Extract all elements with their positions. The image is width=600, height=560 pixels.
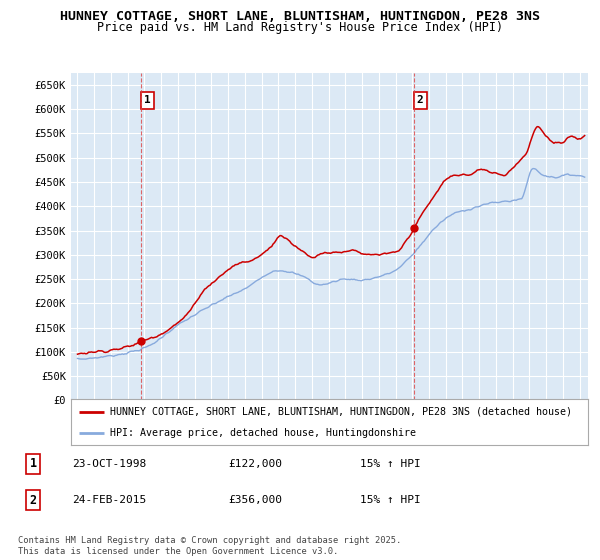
Text: 2: 2: [417, 95, 424, 105]
Text: HUNNEY COTTAGE, SHORT LANE, BLUNTISHAM, HUNTINGDON, PE28 3NS: HUNNEY COTTAGE, SHORT LANE, BLUNTISHAM, …: [60, 10, 540, 22]
Text: 24-FEB-2015: 24-FEB-2015: [72, 495, 146, 505]
Text: Price paid vs. HM Land Registry's House Price Index (HPI): Price paid vs. HM Land Registry's House …: [97, 21, 503, 34]
Text: 2: 2: [29, 493, 37, 507]
Text: 15% ↑ HPI: 15% ↑ HPI: [360, 495, 421, 505]
Text: 1: 1: [29, 457, 37, 470]
Text: Contains HM Land Registry data © Crown copyright and database right 2025.
This d: Contains HM Land Registry data © Crown c…: [18, 536, 401, 556]
Text: 15% ↑ HPI: 15% ↑ HPI: [360, 459, 421, 469]
Text: 23-OCT-1998: 23-OCT-1998: [72, 459, 146, 469]
Text: £356,000: £356,000: [228, 495, 282, 505]
Text: HUNNEY COTTAGE, SHORT LANE, BLUNTISHAM, HUNTINGDON, PE28 3NS (detached house): HUNNEY COTTAGE, SHORT LANE, BLUNTISHAM, …: [110, 407, 572, 417]
Text: 1: 1: [144, 95, 151, 105]
Text: HPI: Average price, detached house, Huntingdonshire: HPI: Average price, detached house, Hunt…: [110, 428, 416, 438]
Text: £122,000: £122,000: [228, 459, 282, 469]
